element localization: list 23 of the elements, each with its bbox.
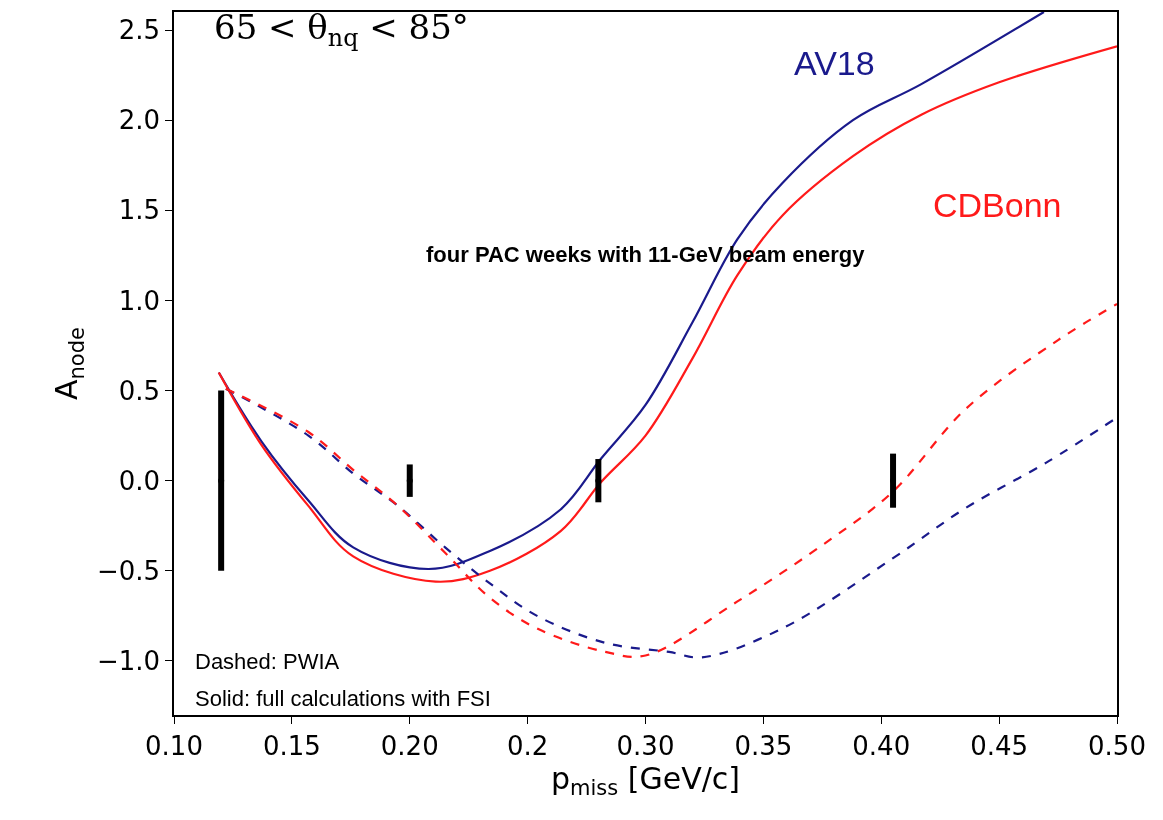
y-tick-label: 0.5 xyxy=(118,375,161,406)
x-tick-label: 0.20 xyxy=(380,730,439,761)
x-tick-label: 0.2 xyxy=(506,730,549,761)
y-tick-label: −0.5 xyxy=(96,555,161,586)
x-axis-title: p$_{miss}$ [GeV/c] xyxy=(550,760,741,801)
y-tick-label: 2.0 xyxy=(118,105,161,136)
x-tick-label: 0.15 xyxy=(262,730,321,761)
y-tick-label: 1.5 xyxy=(118,195,161,226)
x-tick-label: 0.35 xyxy=(734,730,793,761)
series-label: AV18 xyxy=(794,44,875,82)
annotation: Solid: full calculations with FSI xyxy=(195,686,491,711)
annotation: 65 < θ$_{nq}$ < 85° xyxy=(214,7,469,53)
x-tick-label: 0.45 xyxy=(970,730,1029,761)
y-tick-label: −1.0 xyxy=(96,646,161,677)
y-tick-label: 0.0 xyxy=(118,465,161,496)
x-tick-label: 0.40 xyxy=(852,730,911,761)
x-tick-label: 0.10 xyxy=(145,730,203,761)
text: CDBonn xyxy=(933,186,1062,224)
annotation: Dashed: PWIA xyxy=(195,649,340,674)
y-tick-label: 1.0 xyxy=(118,285,161,316)
x-tick-label: 0.30 xyxy=(616,730,675,761)
x-tick-label: 0.50 xyxy=(1088,730,1146,761)
y-tick-label: 2.5 xyxy=(118,15,161,46)
